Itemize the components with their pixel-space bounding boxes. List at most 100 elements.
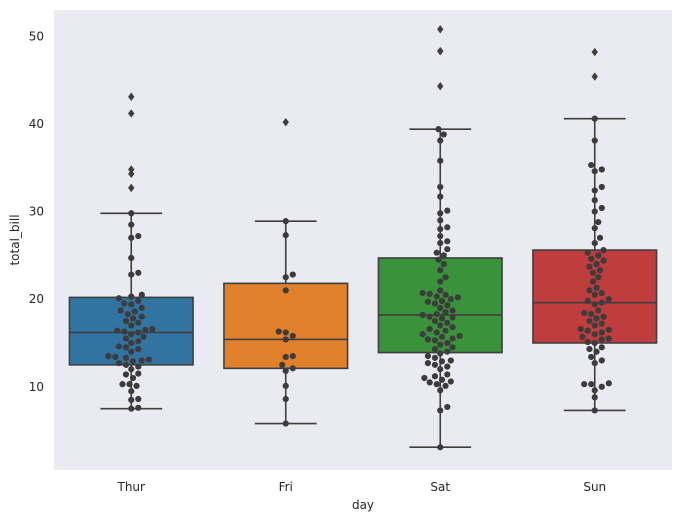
swarm-point — [591, 197, 598, 204]
swarm-point — [119, 381, 126, 388]
outlier-marker — [282, 117, 289, 127]
swarm-point — [444, 403, 451, 411]
swarm-point — [289, 365, 296, 372]
swarm-point — [282, 420, 289, 427]
swarm-point — [593, 260, 600, 268]
swarm-point — [135, 363, 142, 370]
swarm-point — [131, 308, 138, 315]
swarm-point — [419, 311, 426, 319]
swarm-point — [437, 387, 444, 394]
swarm-point — [440, 131, 447, 138]
swarm-point — [431, 300, 439, 307]
swarm-point — [435, 256, 442, 263]
swarm-point — [442, 382, 449, 389]
swarm-point — [138, 313, 145, 320]
swarm-point — [591, 360, 598, 367]
swarm-point — [128, 388, 135, 395]
swarm-point — [598, 204, 605, 212]
swarm-point — [598, 329, 605, 336]
swarm-point — [431, 345, 439, 353]
swarm-point — [122, 335, 130, 342]
y-axis-label: total_bill — [8, 214, 22, 265]
swarm-point — [449, 314, 456, 321]
swarm-point — [135, 338, 142, 345]
swarm-point — [595, 218, 602, 226]
swarm-point — [588, 381, 595, 388]
swarm-point — [282, 353, 289, 361]
swarm-point — [117, 307, 124, 314]
swarm-point — [584, 249, 591, 256]
swarm-point — [282, 232, 289, 239]
swarm-point — [437, 225, 444, 233]
swarm-point — [431, 337, 439, 344]
swarm-point — [431, 317, 439, 325]
swarm-point — [584, 338, 591, 346]
swarm-point — [605, 296, 612, 303]
swarm-point — [437, 157, 444, 164]
swarm-point — [456, 332, 463, 340]
swarm-point — [431, 361, 439, 368]
swarm-point — [115, 295, 123, 302]
outlier-marker — [437, 82, 444, 91]
swarm-point — [135, 297, 142, 304]
y-tick-label: 10 — [29, 380, 44, 394]
swarm-point — [135, 370, 142, 377]
swarm-point — [586, 263, 593, 270]
outlier-marker — [591, 72, 598, 81]
swarm-point — [124, 310, 131, 318]
swarm-point — [444, 246, 451, 253]
swarm-point — [145, 356, 152, 363]
swarm-point — [135, 404, 142, 411]
swarm-point — [282, 329, 289, 336]
swarm-point — [449, 324, 456, 331]
swarm-point — [114, 327, 121, 334]
swarm-point — [140, 333, 147, 340]
swarm-point — [435, 126, 442, 133]
swarm-point — [282, 274, 289, 281]
swarm-point — [122, 344, 130, 351]
y-tick-label: 40 — [29, 117, 44, 131]
swarm-point — [442, 291, 449, 298]
outlier-marker — [128, 169, 135, 179]
swarm-point — [437, 137, 444, 144]
swarm-point — [438, 297, 446, 304]
swarm-point — [128, 366, 135, 373]
swarm-point — [122, 354, 130, 361]
swarm-point — [138, 291, 145, 298]
swarm-point — [437, 210, 444, 217]
swarm-point — [426, 290, 433, 297]
swarm-point — [433, 249, 440, 256]
x-tick-label-sun: Sun — [583, 480, 606, 494]
swarm-point — [126, 381, 133, 388]
swarm-point — [591, 291, 598, 298]
swarm-point — [440, 252, 447, 259]
swarm-point — [138, 357, 145, 364]
swarm-point — [437, 287, 444, 294]
outliers-layer — [128, 25, 598, 193]
swarm-point — [121, 328, 128, 335]
outlier-marker — [128, 165, 135, 174]
swarm-point — [595, 307, 602, 314]
swarm-point — [598, 183, 605, 191]
swarm-point — [122, 317, 130, 325]
swarm-point — [598, 320, 605, 327]
swarm-point — [600, 257, 607, 264]
swarm-point — [289, 332, 296, 340]
swarm-point — [598, 344, 605, 351]
plot-area — [54, 10, 672, 470]
swarm-point — [605, 380, 612, 387]
swarm-point — [591, 208, 598, 215]
outlier-marker — [591, 47, 598, 57]
swarm-point — [589, 269, 597, 276]
swarm-point — [135, 329, 142, 336]
swarm-point — [444, 348, 451, 355]
swarm-point — [440, 260, 447, 268]
swarm-point — [426, 313, 433, 320]
swarm-point — [596, 234, 604, 241]
swarm-point — [449, 307, 456, 314]
swarm-point — [584, 327, 591, 334]
swarm-point — [122, 361, 130, 368]
swarm-point — [289, 271, 296, 278]
swarm-point — [586, 345, 593, 353]
